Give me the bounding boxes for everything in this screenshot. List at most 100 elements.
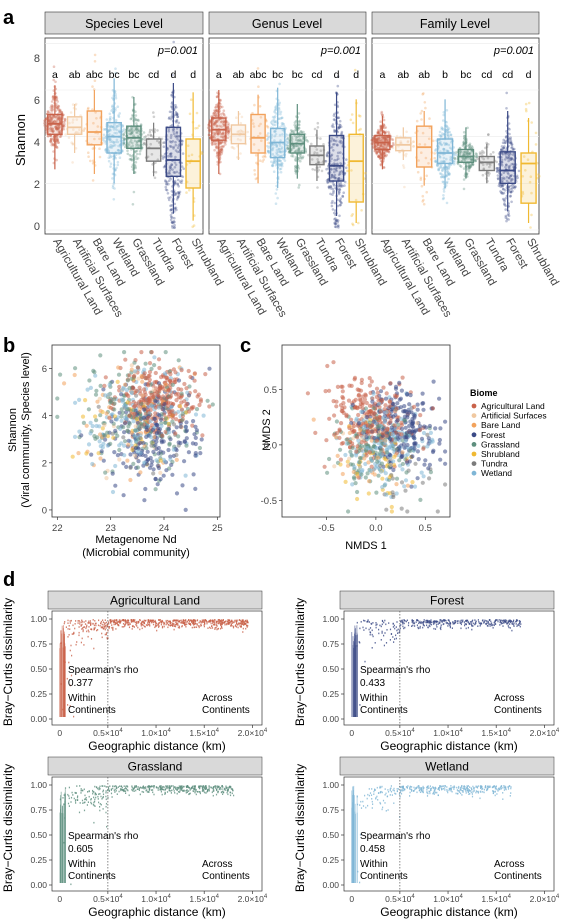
data-point: [422, 202, 426, 206]
scatter-point: [163, 420, 168, 425]
scatter-point: [102, 383, 107, 388]
scatter-point: [108, 405, 113, 410]
scatter-point: [153, 476, 158, 482]
data-point: [462, 187, 466, 191]
scatter-point: [132, 404, 137, 409]
data-point: [416, 170, 420, 174]
pair-point: [160, 623, 162, 626]
data-point: [91, 147, 95, 150]
data-point: [114, 140, 118, 144]
data-point: [114, 107, 117, 110]
data-point: [57, 141, 60, 144]
data-point: [113, 187, 116, 190]
data-point: [56, 138, 59, 141]
significance-letter: a: [52, 69, 58, 81]
scatter-point: [98, 456, 103, 461]
data-point: [56, 117, 60, 120]
scatter-point: [107, 382, 112, 387]
data-point: [128, 154, 132, 157]
scatter-point: [94, 418, 99, 423]
data-point: [92, 121, 95, 125]
nmds-point: [325, 470, 330, 475]
data-point: [278, 167, 282, 171]
data-point: [54, 105, 58, 108]
scatter-point: [88, 420, 93, 425]
pair-point: [88, 622, 91, 624]
data-point: [147, 133, 150, 137]
scatter-point: [158, 470, 163, 475]
x-tick-label: 25: [212, 523, 223, 534]
data-point: [142, 141, 146, 145]
nmds-point: [381, 415, 386, 420]
significance-letter: ab: [233, 69, 245, 81]
data-point: [294, 159, 298, 162]
data-point: [132, 190, 136, 194]
data-point: [55, 126, 58, 130]
scatter-point: [117, 443, 122, 448]
data-point: [53, 119, 56, 123]
data-point: [111, 186, 115, 189]
data-point: [338, 119, 342, 123]
pair-point: [212, 622, 214, 624]
scatter-point: [117, 447, 122, 453]
data-point: [332, 211, 336, 215]
x-tick-label: 24: [159, 523, 170, 534]
data-point: [280, 122, 284, 125]
nmds-point: [379, 461, 384, 466]
scatter-point: [152, 363, 157, 368]
data-point: [334, 220, 338, 223]
scatter-point: [101, 441, 106, 446]
x-tick-label: 0.0: [369, 523, 382, 534]
nmds-point: [384, 391, 389, 396]
nmds-point: [355, 496, 360, 502]
data-point: [114, 153, 118, 156]
data-point: [330, 201, 334, 205]
data-point: [453, 157, 457, 160]
nmds-point: [390, 432, 396, 437]
scatter-point: [183, 507, 188, 512]
data-point: [108, 145, 111, 149]
nmds-point: [334, 404, 339, 409]
scatter-point: [96, 404, 101, 409]
scatter-point: [149, 435, 154, 440]
data-point: [49, 115, 52, 118]
scatter-point: [163, 382, 168, 387]
significance-letter: a: [380, 69, 386, 81]
data-point: [227, 129, 231, 133]
data-point: [420, 118, 423, 121]
nmds-point: [366, 460, 371, 465]
data-point: [104, 136, 107, 139]
data-point: [474, 152, 478, 155]
scatter-point: [158, 458, 163, 463]
data-point: [502, 138, 506, 142]
scatter-point: [150, 459, 155, 464]
nmds-point: [354, 416, 359, 421]
scatter-point: [133, 424, 138, 429]
data-point: [91, 179, 95, 182]
scatter-point: [137, 385, 142, 390]
data-point: [232, 147, 236, 150]
pair-point: [98, 619, 100, 622]
scatter-point: [131, 419, 136, 424]
data-point: [59, 135, 63, 138]
scatter-point: [157, 413, 162, 418]
data-point: [57, 127, 60, 130]
data-point: [341, 194, 345, 198]
data-point: [213, 148, 216, 152]
pair-point: [167, 619, 169, 622]
data-point: [53, 120, 56, 123]
data-point: [235, 116, 238, 119]
data-point: [333, 222, 337, 225]
significance-letter: bc: [292, 69, 303, 81]
scatter-point: [169, 462, 174, 467]
scatter-point: [147, 361, 153, 366]
data-point: [108, 120, 111, 123]
data-point: [177, 191, 181, 195]
scatter-point: [128, 477, 133, 483]
data-point: [52, 78, 55, 82]
scatter-point: [149, 440, 154, 445]
nmds-point: [391, 414, 396, 419]
scatter-point: [127, 413, 132, 419]
scatter-point: [184, 386, 189, 391]
nmds-point: [384, 492, 389, 497]
